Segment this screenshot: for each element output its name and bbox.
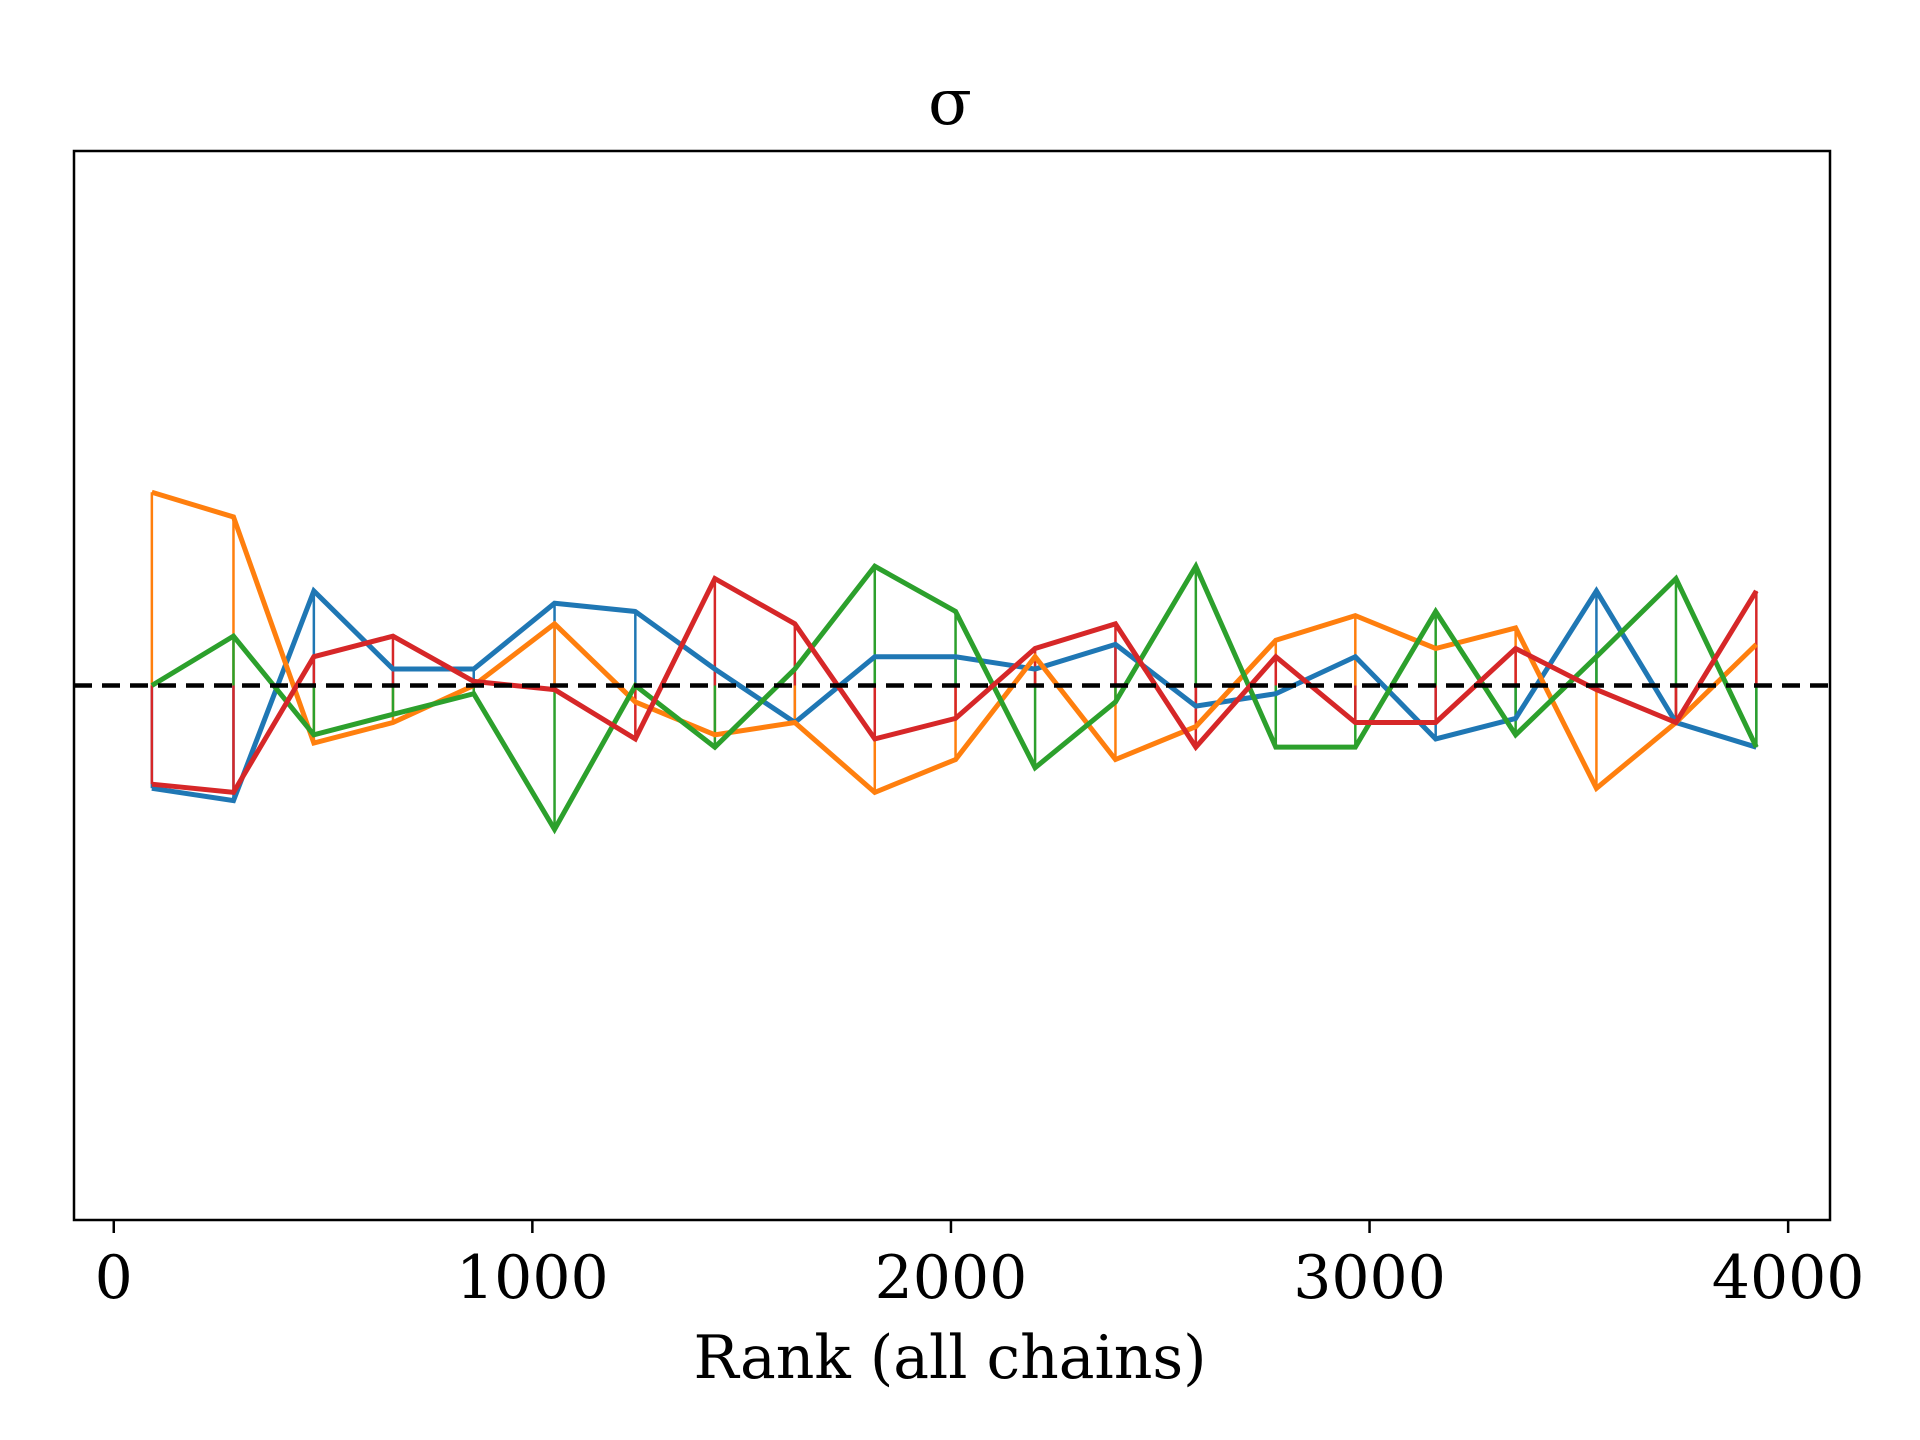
series-group xyxy=(150,489,1759,835)
x-tick-label: 3000 xyxy=(1293,1243,1446,1313)
series-1-line xyxy=(151,586,1758,804)
x-axis-ticks: 0 1000 2000 3000 4000 xyxy=(95,1220,1865,1313)
series-2-line xyxy=(151,489,1759,796)
x-tick-label: 1000 xyxy=(456,1243,609,1313)
series-4-line xyxy=(151,575,1759,796)
x-tick-label: 2000 xyxy=(875,1243,1028,1313)
series-3-line xyxy=(150,560,1759,835)
x-axis-label: Rank (all chains) xyxy=(693,1323,1206,1393)
chart-title: σ xyxy=(928,66,972,140)
x-tick-label: 4000 xyxy=(1712,1243,1865,1313)
x-tick-label: 0 xyxy=(95,1243,133,1313)
